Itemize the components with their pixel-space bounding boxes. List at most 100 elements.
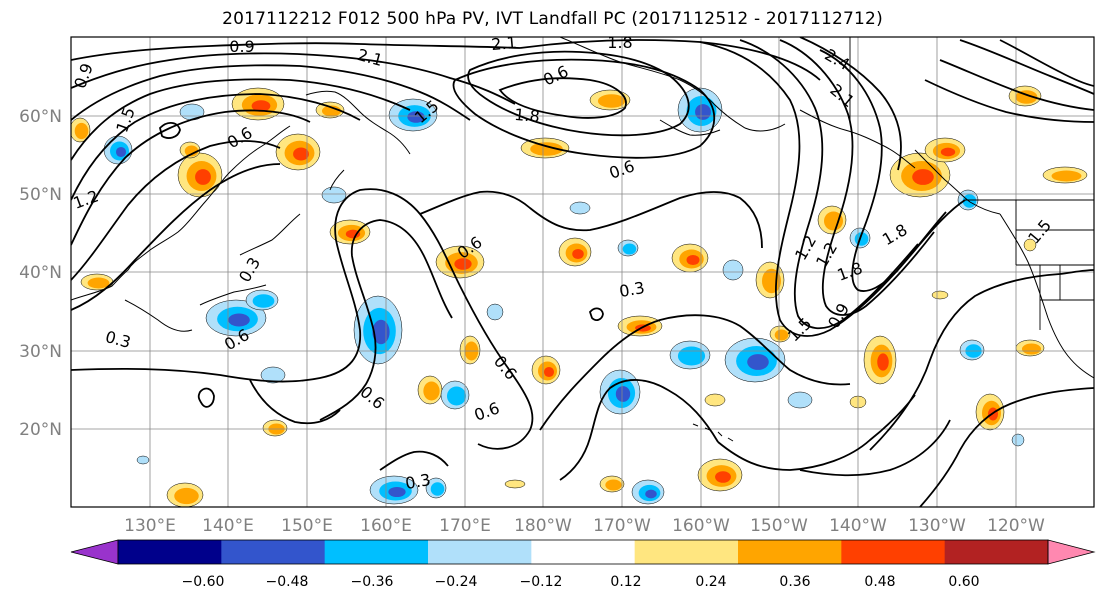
negative-anomaly-patch (446, 386, 467, 406)
negative-anomaly-patch (722, 259, 744, 281)
lon-label: 170°W (593, 516, 651, 536)
negative-anomaly-patch (645, 489, 657, 499)
positive-anomaly-patch (686, 254, 700, 266)
lon-label: 160°W (672, 516, 730, 536)
colorbar-tick-labels: −0.60 −0.48 −0.36 −0.24 −0.12 0.12 0.24 … (182, 574, 980, 590)
political-borders (849, 37, 1094, 330)
positive-anomaly-patch (195, 169, 211, 185)
colorbar-frame (117, 539, 1049, 565)
positive-anomaly-patch (293, 147, 309, 161)
positive-anomaly-patch (251, 100, 271, 112)
positive-anomaly-patch (715, 471, 731, 483)
colorbar-segment (118, 540, 222, 564)
positive-anomaly-patch (345, 229, 361, 239)
negative-anomaly-patch (372, 319, 390, 345)
negative-anomaly-patch (228, 313, 250, 327)
colorbar-segment (324, 540, 429, 564)
contour-label: 2.1 (490, 33, 517, 54)
positive-anomaly-patch (1023, 238, 1037, 252)
colorbar-tick-label: 0.36 (779, 574, 810, 590)
negative-anomaly-patch (252, 294, 275, 308)
lon-label: 160°E (360, 516, 412, 536)
lon-label: 120°W (987, 516, 1045, 536)
colorbar-segment (841, 540, 946, 564)
positive-anomaly-patch (774, 329, 789, 341)
lon-label: 150°E (281, 516, 333, 536)
contour-label: 0.3 (404, 470, 432, 493)
contour-labels: 0.9 2.12.1 1.81.50.61.82.42.10.91.51.20.60… (71, 33, 1055, 493)
colorbar-segment (221, 540, 326, 564)
latitude-labels: 60°N 50°N 40°N 30°N 20°N (19, 107, 62, 440)
lon-label: 170°E (439, 516, 491, 536)
coastlines (71, 37, 1094, 442)
colorbar-segment (738, 540, 842, 564)
pv-contours (71, 37, 1094, 507)
gridlines (71, 37, 1094, 507)
negative-anomaly-patch (321, 186, 347, 204)
negative-anomaly-patch (486, 303, 504, 321)
positive-anomaly-patch (704, 393, 726, 407)
contour-label: 1.8 (514, 105, 541, 126)
colorbar-tick-label: −0.36 (351, 574, 394, 590)
lat-label: 50°N (19, 185, 62, 205)
positive-anomaly-patch (761, 268, 782, 294)
positive-anomaly-patch (987, 407, 999, 421)
lon-label: 130°W (908, 516, 966, 536)
longitude-labels: 130°E 140°E 150°E 160°E 170°E 180°W 170°… (124, 516, 1045, 536)
negative-anomaly-patch (136, 455, 150, 465)
colorbar-segment (428, 540, 532, 564)
negative-anomaly-patch (615, 386, 631, 402)
positive-anomaly-patch (454, 258, 472, 270)
negative-anomaly-patch (622, 243, 637, 255)
negative-anomaly-patch (388, 486, 406, 498)
negative-anomaly-patch (787, 391, 813, 409)
contour-label: 1.8 (607, 33, 632, 52)
negative-anomaly-patch (260, 366, 286, 384)
positive-anomaly-patch (530, 142, 563, 156)
colorbar-segment (944, 540, 1049, 564)
lat-label: 30°N (19, 342, 62, 362)
positive-anomaly-patch (912, 169, 934, 185)
colorbar-segment (531, 540, 636, 564)
positive-anomaly-patch (184, 145, 199, 157)
positive-anomaly-patch (605, 479, 622, 491)
colorbar-tick-label: −0.48 (266, 574, 309, 590)
colorbar-tick-label: 0.12 (610, 574, 641, 590)
lon-label: 180°W (514, 516, 572, 536)
colorbar-extend-min (70, 539, 119, 565)
lat-label: 40°N (19, 263, 62, 283)
positive-anomaly-patch (572, 248, 584, 260)
colorbar-tick-label: 0.48 (864, 574, 895, 590)
positive-anomaly-patch (87, 277, 110, 289)
negative-anomaly-patch (747, 354, 769, 370)
colorbar-tick-label: 0.60 (948, 574, 979, 590)
lon-label: 150°W (750, 516, 808, 536)
negative-anomaly-patch (407, 111, 425, 123)
positive-anomaly-patch (1021, 343, 1042, 355)
positive-anomaly-patch (931, 290, 949, 300)
negative-anomaly-patch (569, 201, 591, 215)
positive-anomaly-patch (74, 122, 89, 140)
colorbar-tick-label: −0.24 (435, 574, 478, 590)
lat-label: 20°N (19, 420, 62, 440)
colorbar-tick-label: −0.12 (520, 574, 563, 590)
contour-label: 0.9 (229, 37, 254, 56)
positive-anomaly-patch (504, 479, 526, 489)
positive-anomaly-patch (543, 366, 555, 378)
negative-anomaly-patch (695, 104, 711, 120)
plot-frame (70, 36, 1095, 508)
negative-anomaly-patch (1011, 433, 1025, 447)
colorbar-tick-label: 0.24 (695, 574, 726, 590)
colorbar-tick-label: −0.60 (182, 574, 225, 590)
lon-label: 140°E (202, 516, 254, 536)
positive-anomaly-patch (1051, 170, 1082, 182)
colorbar (70, 539, 1096, 565)
map-title: 2017112212 F012 500 hPa PV, IVT Landfall… (222, 9, 883, 29)
positive-anomaly-patch (940, 147, 956, 157)
positive-anomaly-patch (174, 487, 199, 505)
contour-label: 0.3 (618, 278, 646, 301)
positive-anomaly-patch (823, 211, 844, 231)
negative-anomaly-patch (430, 482, 445, 496)
positive-anomaly-patch (877, 353, 889, 371)
